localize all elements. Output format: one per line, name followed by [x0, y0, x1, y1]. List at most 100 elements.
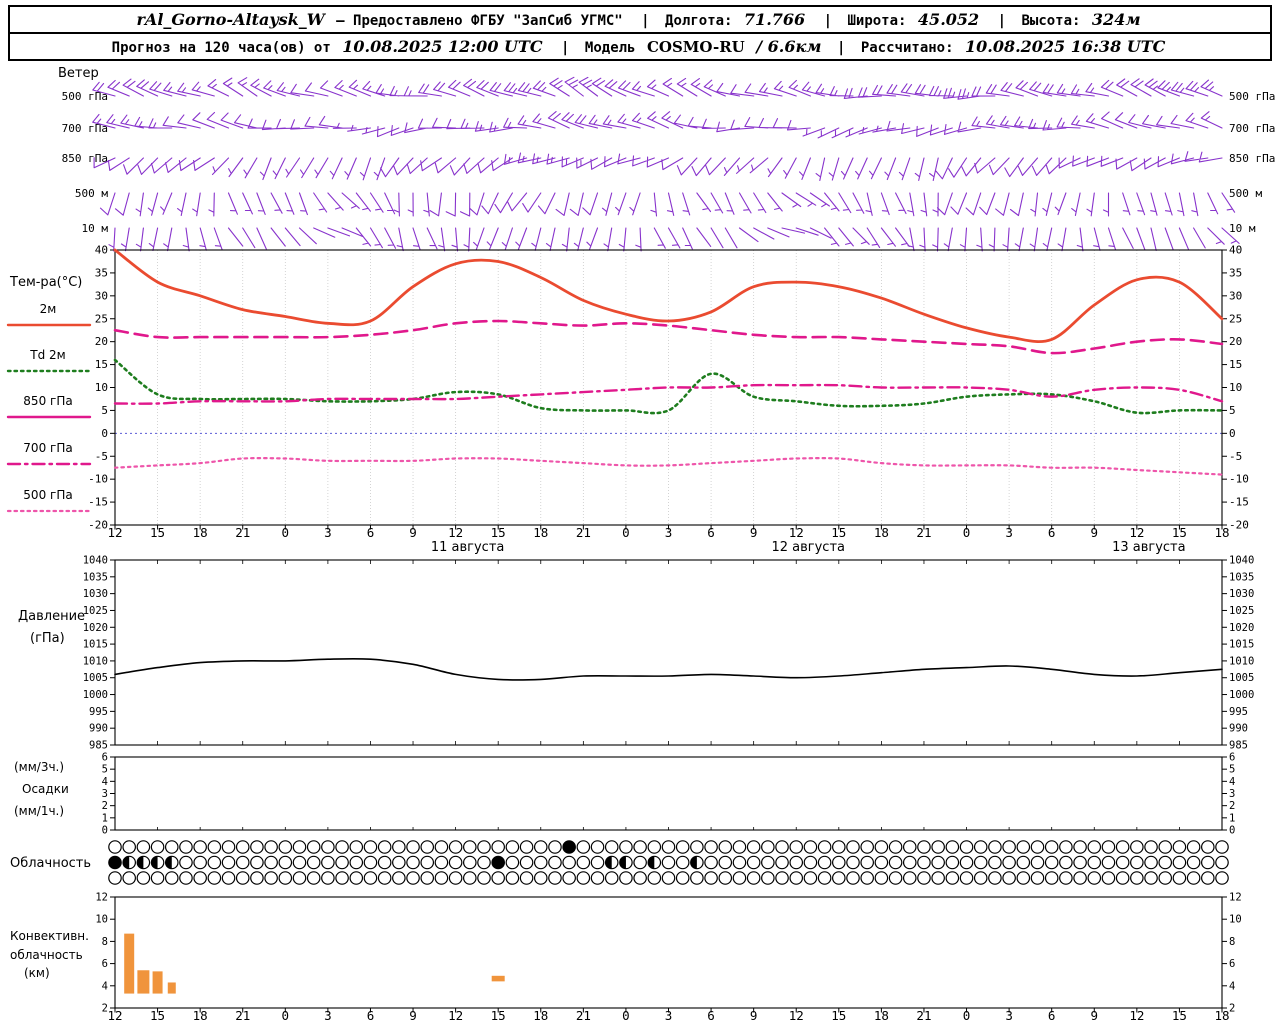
cloud-symbol [959, 871, 974, 885]
wind-barb-row [99, 192, 1236, 217]
cloud-symbol [533, 855, 548, 870]
wind-barb-row [93, 151, 1223, 182]
svg-text:15: 15 [150, 1008, 165, 1023]
svg-text:2: 2 [1229, 1003, 1235, 1015]
cloud-symbol [647, 871, 662, 885]
svg-text:(мм/3ч.): (мм/3ч.) [14, 760, 64, 774]
svg-text:9: 9 [1091, 525, 1099, 540]
cloud-symbol [633, 855, 647, 870]
svg-text:9: 9 [750, 525, 758, 540]
svg-text:1005: 1005 [1229, 672, 1254, 684]
svg-text:8: 8 [1229, 936, 1235, 948]
cloud-symbol [902, 840, 917, 854]
convective-bar [167, 982, 176, 994]
cloud-symbol [406, 855, 420, 870]
cloud-symbol [292, 840, 307, 854]
svg-text:12: 12 [1129, 1008, 1144, 1023]
station-name: rAl_Gorno-Altaysk_W [136, 10, 325, 29]
svg-text:2: 2 [102, 800, 108, 812]
cloud-symbol [1073, 840, 1087, 854]
svg-text:1015: 1015 [83, 639, 108, 651]
cloud-symbol [988, 840, 1002, 854]
svg-text:-5: -5 [1229, 450, 1242, 463]
cloud-symbol [1158, 855, 1173, 870]
svg-text:990: 990 [1229, 723, 1248, 735]
svg-text:10: 10 [95, 381, 108, 394]
series-700 гПа [113, 383, 1224, 405]
cloud-symbol [1144, 855, 1158, 870]
svg-text:6: 6 [367, 1008, 375, 1023]
svg-text:21: 21 [235, 525, 250, 540]
svg-text:1020: 1020 [1229, 622, 1254, 634]
svg-text:4: 4 [1229, 776, 1235, 788]
cloud-symbol [1059, 840, 1073, 854]
cloud-symbol [505, 871, 520, 885]
svg-text:1: 1 [1229, 812, 1235, 824]
svg-text:12: 12 [107, 525, 122, 540]
forecast-time: 10.08.2025 12:00 UTC [342, 37, 543, 56]
cloud-symbol [1186, 840, 1201, 854]
cloud-symbol [463, 840, 477, 854]
separator: | [641, 13, 650, 29]
cloud-symbol [235, 855, 250, 870]
cloud-symbol [817, 871, 832, 885]
cloud-symbol [207, 871, 222, 885]
wind-barb-row [92, 111, 1223, 139]
svg-text:1030: 1030 [83, 588, 108, 600]
svg-text:20: 20 [95, 335, 108, 348]
svg-text:18: 18 [1214, 525, 1229, 540]
cloud-symbol [448, 840, 463, 854]
svg-text:18: 18 [533, 1008, 548, 1023]
header: rAl_Gorno-Altaysk_W — Предоставлено ФГБУ… [8, 5, 1272, 61]
cloud-symbol [633, 840, 647, 854]
model-resolution: / 6.6км [756, 37, 822, 56]
cloud-symbol [420, 840, 435, 854]
svg-text:1010: 1010 [1229, 655, 1254, 667]
cloud-symbol [448, 871, 463, 885]
cloud-symbol [590, 840, 605, 854]
header-line2: Прогноз на 120 часа(ов) от 10.08.2025 12… [10, 34, 1270, 59]
cloud-symbol [775, 871, 789, 885]
cloud-symbol [988, 871, 1002, 885]
cloud-symbol [1115, 840, 1130, 854]
cloud-symbol [1201, 871, 1215, 885]
cloud-symbol [1130, 840, 1144, 854]
svg-text:6: 6 [102, 752, 108, 764]
svg-text:15: 15 [831, 525, 846, 540]
svg-text:3: 3 [1005, 1008, 1013, 1023]
cloud-symbol [917, 840, 931, 854]
svg-text:15: 15 [1172, 1008, 1187, 1023]
cloud-symbol [150, 840, 165, 854]
cloud-symbol [1186, 855, 1201, 870]
svg-text:1015: 1015 [1229, 639, 1254, 651]
cloud-symbol [888, 871, 903, 885]
svg-text:500 м: 500 м [75, 187, 108, 200]
cloud-symbol [463, 871, 477, 885]
svg-text:1010: 1010 [83, 655, 108, 667]
cloud-symbol-half [619, 856, 626, 869]
cloud-symbol [335, 855, 349, 870]
cloud-symbol [1016, 840, 1031, 854]
cloud-symbol [775, 855, 789, 870]
cloud-symbol [1016, 871, 1031, 885]
svg-text:1040: 1040 [1229, 555, 1254, 567]
cloud-symbol [1030, 871, 1045, 885]
cloud-symbol [1002, 871, 1016, 885]
cloud-symbol [817, 840, 832, 854]
cloud-symbol [306, 855, 321, 870]
cloud-symbol [1201, 855, 1215, 870]
svg-text:5: 5 [1229, 404, 1236, 417]
cloud-symbol [1002, 855, 1016, 870]
cloud-symbol [931, 840, 945, 854]
cloud-symbol [533, 871, 548, 885]
cloud-symbol [533, 840, 548, 854]
svg-text:6: 6 [102, 958, 108, 970]
cloud-symbol [746, 840, 761, 854]
svg-text:-20: -20 [1229, 519, 1249, 532]
cloud-symbol [973, 855, 988, 870]
cloud-symbol [860, 855, 874, 870]
svg-text:1025: 1025 [83, 605, 108, 617]
svg-text:700 гПа: 700 гПа [62, 122, 108, 135]
svg-text:15: 15 [150, 525, 165, 540]
